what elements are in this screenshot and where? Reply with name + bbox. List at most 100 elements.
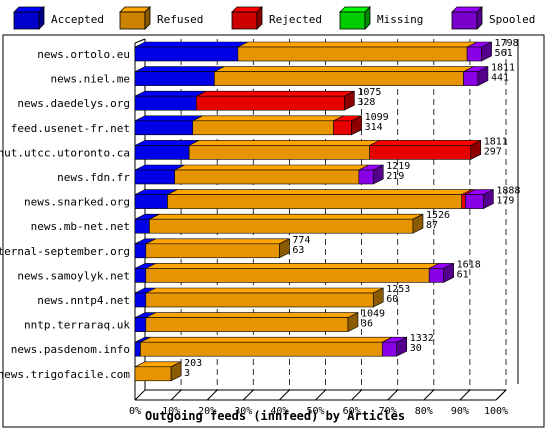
- bar-segment-accepted: [134, 71, 215, 86]
- bar-side: [396, 336, 408, 357]
- category-label: news.samoylyk.net: [17, 269, 130, 282]
- value-label-total: 1811: [484, 136, 508, 147]
- bar-top-refused: [167, 189, 472, 195]
- bar-segment-accepted: [134, 292, 147, 308]
- bar-top-rejected: [196, 90, 355, 97]
- bar-side: [347, 312, 359, 333]
- value-label-secondary: 297: [484, 146, 502, 157]
- legend-swatch-side: [476, 6, 483, 30]
- legend-label: Missing: [377, 13, 423, 26]
- value-label-total: 203: [184, 358, 202, 369]
- x-tick-label: 60%: [343, 406, 361, 417]
- bar-side: [477, 66, 489, 87]
- x-tick-mark: [206, 389, 218, 401]
- x-axis-title: Outgoing feeds (innfeed) by Articles: [145, 409, 405, 423]
- bar-segment-rejected: [461, 194, 466, 209]
- category-label: news.nntp4.net: [37, 294, 130, 307]
- bar-side: [279, 238, 290, 259]
- legend-swatch: [231, 11, 258, 30]
- bar-top-accepted: [134, 90, 207, 97]
- bar-top-refused: [149, 213, 424, 220]
- bar-top-refused: [145, 263, 440, 269]
- legend-swatch: [339, 11, 366, 30]
- bar-segment-accepted: [134, 169, 176, 185]
- bar-segment-accepted: [134, 46, 239, 62]
- bar-side: [372, 164, 384, 185]
- bar-side: [372, 287, 384, 308]
- bar-segment-refused: [145, 292, 374, 308]
- bar-row-news-samoylyk-net: [134, 262, 454, 283]
- bar-top-accepted: [134, 41, 249, 48]
- bar-segment-refused: [167, 194, 463, 209]
- bar-row-news-mb-net-net: [134, 213, 424, 234]
- bar-segment-refused: [140, 341, 383, 357]
- legend-swatch-side: [38, 6, 45, 30]
- x-tick-mark: [279, 389, 290, 401]
- bar-segment-refused: [214, 71, 464, 86]
- bar-side: [351, 115, 362, 136]
- bar-segment-rejected: [369, 145, 472, 160]
- x-tick-label: 20%: [198, 406, 216, 417]
- bar-segment-refused: [145, 243, 280, 259]
- bars: [134, 41, 494, 382]
- legend-item-refused: Refused: [119, 6, 203, 30]
- bar-segment-rejected: [333, 120, 352, 136]
- x-tick-label: 80%: [415, 406, 433, 417]
- category-label: nntp.terraraq.uk: [24, 319, 130, 332]
- x-tick-mark: [242, 389, 254, 401]
- bar-segment-accepted: [134, 194, 168, 209]
- bar-row-news-trigofacile-com: [134, 361, 182, 382]
- x-tick-label: 10%: [162, 406, 180, 417]
- bar-top-refused: [145, 238, 290, 245]
- bar-top-refused: [174, 164, 369, 171]
- x-tick-label: 0%: [129, 406, 141, 417]
- legend-item-spooled: Spooled: [451, 6, 535, 30]
- value-label-total: 1099: [365, 112, 389, 123]
- value-label-secondary: 3: [184, 368, 190, 379]
- category-label: news.fdn.fr: [57, 171, 130, 184]
- value-label-secondary: 60: [386, 294, 398, 305]
- bar-top-refused: [214, 66, 474, 72]
- legend-swatch: [451, 11, 478, 30]
- x-tick-label: 100%: [484, 406, 508, 417]
- bar-top-rejected: [369, 140, 481, 146]
- bar-side: [483, 189, 494, 210]
- legend-swatch: [119, 11, 146, 30]
- bar-segment-refused: [149, 218, 414, 234]
- x-tick-mark: [315, 389, 326, 401]
- category-labels: news.ortolo.eu news.niel.me news.daedelys.…: [0, 48, 130, 381]
- value-label-total: 1888: [496, 186, 520, 197]
- value-label-secondary: 36: [361, 319, 373, 330]
- x-tick-mark: [134, 389, 146, 401]
- x-tick-mark: [170, 389, 182, 401]
- bar-row-nntp-terraraq-uk: [134, 312, 359, 333]
- bar-top-accepted: [134, 115, 203, 122]
- value-label-secondary: 61: [457, 269, 469, 280]
- plot-frame: [2, 34, 545, 428]
- bar-segment-rejected: [196, 95, 345, 111]
- value-label-total: 1049: [361, 309, 385, 320]
- bar-segment-accepted: [134, 218, 150, 234]
- value-label-secondary: 328: [357, 97, 375, 108]
- legend-label: Accepted: [51, 13, 104, 26]
- legend-swatch: [13, 11, 40, 30]
- bar-segment-spooled: [381, 341, 398, 357]
- bar-row-eternal-september-org: [134, 238, 290, 259]
- category-label: eternal-september.org: [0, 245, 130, 258]
- legend-swatch-side: [144, 6, 151, 30]
- x-tick-label: 30%: [234, 406, 252, 417]
- axis-corner-top: [134, 38, 146, 44]
- category-label: news.ortolo.eu: [37, 48, 130, 61]
- bar-top-refused: [145, 312, 359, 318]
- bar-segment-accepted: [134, 317, 147, 332]
- bar-segment-refused: [192, 120, 334, 136]
- bar-segment-accepted: [134, 95, 197, 111]
